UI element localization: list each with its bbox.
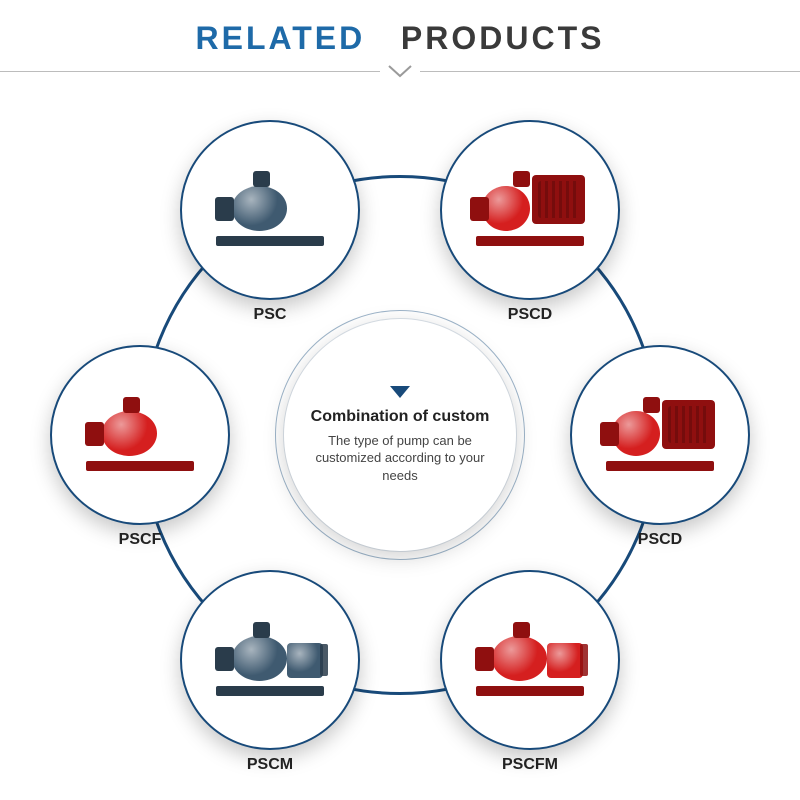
page-title: RELATED PRODUCTS [0,20,800,57]
title-word-2: PRODUCTS [401,20,605,56]
chevron-down-icon [380,60,420,84]
product-label: PSCM [247,756,293,774]
product-node-pscf[interactable]: PSCF [50,345,230,525]
product-node-pscm[interactable]: PSCM [180,570,360,750]
product-image [180,120,360,300]
center-title: Combination of custom [311,408,490,426]
product-image [570,345,750,525]
product-label: PSCD [638,531,682,549]
pump-icon [470,620,590,700]
header: RELATED PRODUCTS [0,0,800,72]
product-label: PSCD [508,306,552,324]
product-image [180,570,360,750]
product-image [440,570,620,750]
product-node-pscfm[interactable]: PSCFM [440,570,620,750]
pump-icon [600,395,720,475]
product-label: PSCFM [502,756,558,774]
product-node-pscd2[interactable]: PSCD [570,345,750,525]
product-node-pscd1[interactable]: PSCD [440,120,620,300]
pump-icon [210,170,330,250]
diagram-stage: Combination of custom The type of pump ca… [0,90,800,800]
pump-icon [80,395,200,475]
product-label: PSCF [119,531,162,549]
product-node-psc[interactable]: PSC [180,120,360,300]
caret-down-icon [390,386,410,398]
product-image [440,120,620,300]
center-circle: Combination of custom The type of pump ca… [284,319,516,551]
product-image [50,345,230,525]
center-body: The type of pump can be customized accor… [306,432,494,485]
pump-icon [210,620,330,700]
title-word-1: RELATED [196,20,366,56]
pump-icon [470,170,590,250]
product-label: PSC [254,306,287,324]
